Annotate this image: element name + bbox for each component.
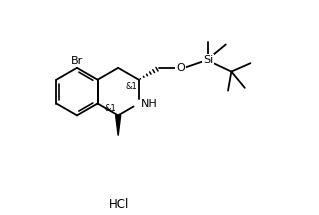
Text: O: O — [176, 63, 185, 73]
Text: Si: Si — [203, 55, 213, 65]
Text: HCl: HCl — [109, 198, 129, 211]
Text: &1: &1 — [125, 82, 137, 91]
Polygon shape — [115, 115, 121, 135]
Text: NH: NH — [141, 98, 158, 109]
Text: &1: &1 — [105, 104, 116, 113]
Text: Br: Br — [71, 56, 83, 66]
